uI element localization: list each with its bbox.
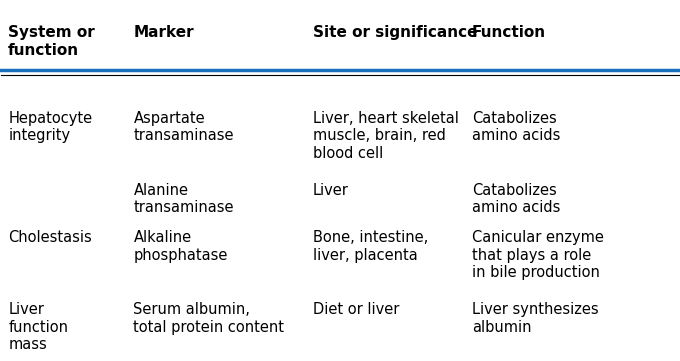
Text: Liver: Liver <box>313 183 349 197</box>
Text: Diet or liver: Diet or liver <box>313 302 399 317</box>
Text: Aspartate
transaminase: Aspartate transaminase <box>133 111 234 143</box>
Text: Alkaline
phosphatase: Alkaline phosphatase <box>133 230 228 263</box>
Text: Catabolizes
amino acids: Catabolizes amino acids <box>472 111 560 143</box>
Text: Catabolizes
amino acids: Catabolizes amino acids <box>472 183 560 215</box>
Text: Function: Function <box>472 25 546 40</box>
Text: Liver synthesizes
albumin: Liver synthesizes albumin <box>472 302 598 335</box>
Text: Bone, intestine,
liver, placenta: Bone, intestine, liver, placenta <box>313 230 428 263</box>
Text: Alanine
transaminase: Alanine transaminase <box>133 183 234 215</box>
Text: Liver, heart skeletal
muscle, brain, red
blood cell: Liver, heart skeletal muscle, brain, red… <box>313 111 459 161</box>
Text: Cholestasis: Cholestasis <box>8 230 92 245</box>
Text: Liver
function
mass: Liver function mass <box>8 302 68 352</box>
Text: Marker: Marker <box>133 25 194 40</box>
Text: Serum albumin,
total protein content: Serum albumin, total protein content <box>133 302 284 335</box>
Text: Site or significance: Site or significance <box>313 25 477 40</box>
Text: System or
function: System or function <box>8 25 95 58</box>
Text: Canicular enzyme
that plays a role
in bile production: Canicular enzyme that plays a role in bi… <box>472 230 604 280</box>
Text: Hepatocyte
integrity: Hepatocyte integrity <box>8 111 92 143</box>
